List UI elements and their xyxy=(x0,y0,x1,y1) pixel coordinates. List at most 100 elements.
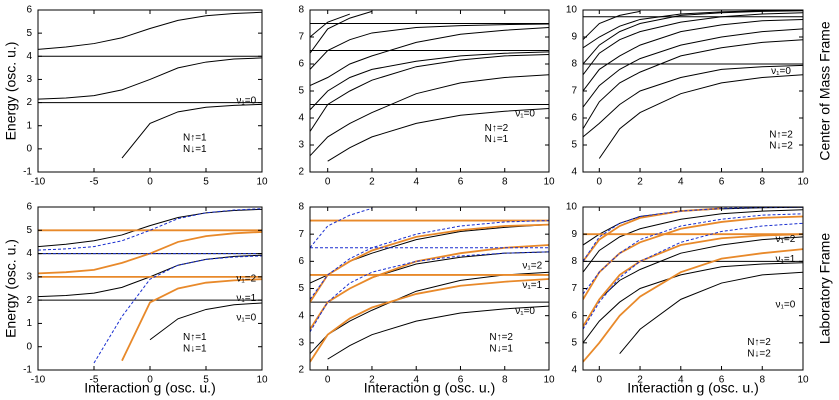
annotation: ν₁=0 xyxy=(515,306,535,317)
x-tick-label: 8 xyxy=(502,177,508,188)
x-tick-label: 0 xyxy=(147,375,153,386)
x-tick-label: 10 xyxy=(256,375,268,386)
annotation: N↑=2 xyxy=(489,332,513,343)
y-tick-label: 6 xyxy=(298,59,304,70)
x-tick-label: 2 xyxy=(369,177,375,188)
curve xyxy=(38,208,262,251)
y-tick-label: 7 xyxy=(571,86,577,97)
curve xyxy=(583,10,641,41)
annotation: N↓=2 xyxy=(769,141,793,152)
y-tick-label: 7 xyxy=(298,229,304,240)
x-tick-label: -5 xyxy=(90,177,99,188)
x-tick-label: 8 xyxy=(759,177,765,188)
curve xyxy=(310,223,549,303)
y-tick-label: -1 xyxy=(23,167,32,178)
y-tick-label: 4 xyxy=(571,365,577,376)
x-tick-label: 0 xyxy=(597,177,603,188)
y-tick-label: 8 xyxy=(298,5,304,16)
x-tick-label: 6 xyxy=(719,177,725,188)
curve xyxy=(310,220,549,300)
x-tick-label: 10 xyxy=(543,177,555,188)
y-tick-label: 5 xyxy=(571,140,577,151)
annotation: ν₁=0 xyxy=(236,312,256,323)
curve xyxy=(310,74,549,157)
frame xyxy=(309,9,550,173)
y-axis-label: Energy (osc. u.) xyxy=(3,42,19,141)
x-tick-label: 8 xyxy=(502,375,508,386)
y-tick-label: 6 xyxy=(571,310,577,321)
curve xyxy=(619,271,803,355)
row-label: Center of Mass Frame xyxy=(817,21,833,160)
y-tick-label: 0 xyxy=(26,143,32,154)
frame xyxy=(37,9,263,173)
y-tick-label: 5 xyxy=(298,86,304,97)
annotation: ν₁=1 xyxy=(522,280,542,291)
x-tick-label: 6 xyxy=(719,375,725,386)
curve xyxy=(310,10,373,54)
y-tick-label: 6 xyxy=(26,5,32,16)
y-tick-label: 4 xyxy=(26,248,32,259)
curve xyxy=(310,23,549,70)
x-tick-label: 6 xyxy=(458,177,464,188)
curve xyxy=(583,262,803,344)
y-tick-label: 8 xyxy=(571,59,577,70)
curve xyxy=(310,251,549,333)
x-tick-label: 5 xyxy=(203,375,209,386)
curve xyxy=(583,213,803,295)
curve xyxy=(583,12,803,76)
curve xyxy=(583,18,803,92)
y-tick-label: 4 xyxy=(298,113,304,124)
y-tick-label: 3 xyxy=(26,271,32,282)
curve xyxy=(583,64,803,138)
x-tick-label: 10 xyxy=(256,177,268,188)
curve xyxy=(38,208,262,248)
annotation: ν₁=0 xyxy=(236,95,256,106)
curve xyxy=(93,255,262,364)
y-tick-label: 7 xyxy=(571,283,577,294)
x-tick-label: 2 xyxy=(637,177,643,188)
curve xyxy=(598,74,803,159)
annotation: ν₁=0 xyxy=(776,299,796,310)
x-tick-label: 10 xyxy=(797,375,809,386)
x-tick-label: 4 xyxy=(678,177,684,188)
y-tick-label: 2 xyxy=(298,365,304,376)
y-tick-label: 9 xyxy=(571,32,577,43)
y-tick-label: 1 xyxy=(26,120,32,131)
annotation: N↑=2 xyxy=(485,123,509,134)
curve xyxy=(310,13,351,38)
annotation: N↑=2 xyxy=(747,337,771,348)
annotation: N↑=1 xyxy=(183,133,207,144)
x-tick-label: 6 xyxy=(458,375,464,386)
x-axis-label: Interaction g (osc. u.) xyxy=(84,380,216,396)
plot xyxy=(38,207,262,364)
y-tick-label: 6 xyxy=(571,113,577,124)
y-tick-label: 3 xyxy=(26,74,32,85)
curve xyxy=(310,244,549,330)
curve xyxy=(583,236,803,327)
annotation: ν₁=2 xyxy=(236,273,256,284)
y-tick-label: 4 xyxy=(26,51,32,62)
annotation: ν₁=0 xyxy=(771,66,791,77)
curve xyxy=(310,54,549,132)
row-label: Laboratory Frame xyxy=(817,233,833,344)
annotation: ν₁=1 xyxy=(236,293,256,304)
x-tick-label: 0 xyxy=(325,177,331,188)
y-tick-label: 8 xyxy=(571,256,577,267)
y-tick-label: 3 xyxy=(298,337,304,348)
annotation: N↓=1 xyxy=(183,343,207,354)
y-tick-label: 10 xyxy=(566,5,578,16)
curve xyxy=(583,28,803,108)
annotation: ν₁=1 xyxy=(776,254,796,265)
curve xyxy=(583,207,803,262)
y-tick-label: 0 xyxy=(26,341,32,352)
curve xyxy=(327,108,549,162)
y-tick-label: 7 xyxy=(298,32,304,43)
annotation: N↑=2 xyxy=(769,129,793,140)
curve xyxy=(310,27,549,87)
x-axis-label: Interaction g (osc. u.) xyxy=(627,380,759,396)
curve xyxy=(583,10,803,65)
annotation: N↓=1 xyxy=(485,134,509,145)
annotation: ν₁=0 xyxy=(515,108,535,119)
x-tick-label: 4 xyxy=(678,375,684,386)
x-tick-label: 8 xyxy=(759,375,765,386)
